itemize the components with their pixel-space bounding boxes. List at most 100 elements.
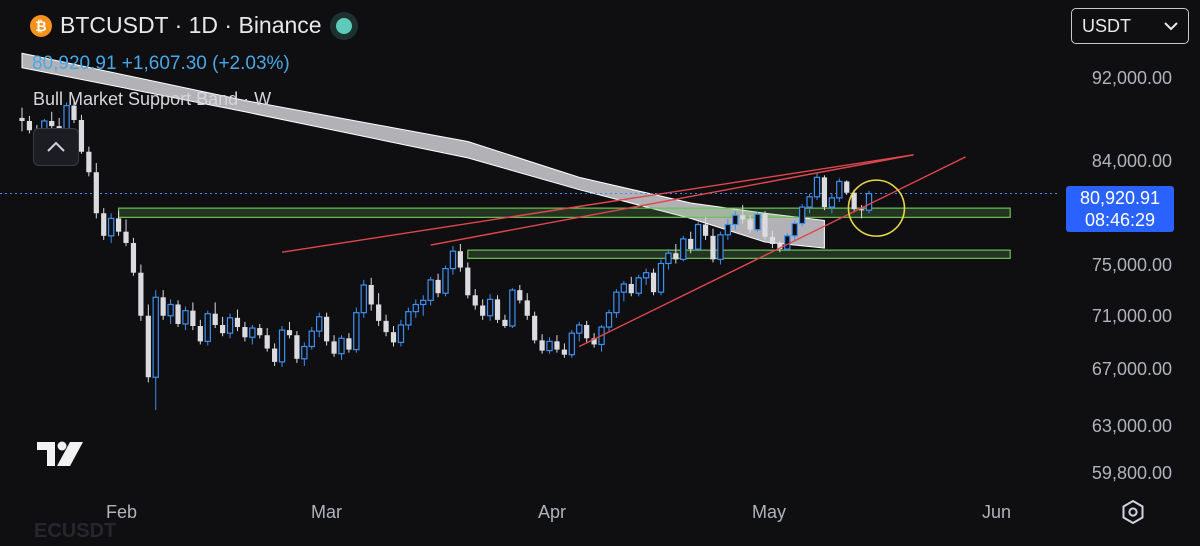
- candle: [844, 181, 850, 193]
- candle: [865, 192, 873, 211]
- support-band: [21, 52, 825, 249]
- candle: [791, 222, 798, 237]
- candle: [308, 330, 315, 348]
- candle: [710, 235, 716, 260]
- y-axis-label: 67,000.00: [1091, 359, 1172, 379]
- candle: [123, 231, 129, 243]
- candle: [628, 283, 634, 294]
- candle: [486, 298, 494, 317]
- candle: [175, 304, 181, 324]
- candle: [442, 268, 449, 294]
- y-axis-label: 75,000.00: [1091, 255, 1172, 275]
- support-zone-upper: [117, 207, 1011, 218]
- y-axis-label: 71,000.00: [1091, 306, 1172, 326]
- candle: [576, 324, 583, 334]
- candle: [19, 117, 25, 121]
- candle: [546, 340, 553, 352]
- highlight-circle: [847, 179, 906, 237]
- candle: [130, 242, 137, 273]
- indicator-label[interactable]: Bull Market Support Band · W: [33, 89, 272, 109]
- candle: [286, 330, 293, 336]
- candle: [665, 252, 672, 265]
- candle: [412, 303, 419, 313]
- candle: [226, 317, 234, 334]
- candle: [167, 303, 174, 317]
- candle-countdown: 08:46:29: [1084, 210, 1156, 230]
- candle: [465, 267, 471, 296]
- candle: [747, 219, 753, 230]
- x-axis-label: Mar: [311, 502, 342, 522]
- x-axis-label: Feb: [106, 502, 138, 522]
- candle: [457, 251, 463, 268]
- candle: [502, 319, 508, 326]
- y-axis-label: 63,000.00: [1091, 416, 1172, 436]
- candle: [494, 299, 501, 320]
- candle: [613, 291, 620, 314]
- candle: [93, 172, 99, 214]
- price-change-line: 80,920.91 +1,607.30 (+2.03%): [32, 53, 290, 74]
- candle: [242, 327, 248, 338]
- candle: [702, 224, 709, 236]
- candle: [383, 320, 389, 333]
- candle: [368, 285, 374, 305]
- candle: [680, 238, 687, 260]
- candle: [821, 177, 828, 208]
- candle: [397, 324, 405, 344]
- candle: [249, 327, 256, 338]
- partial-symbol-label: ECUSDT: [34, 520, 117, 542]
- candle: [813, 176, 821, 198]
- candle: [316, 316, 323, 332]
- tradingview-logo-icon[interactable]: [37, 440, 85, 468]
- y-axis-label: 92,000.00: [1091, 68, 1172, 88]
- candle: [152, 296, 159, 378]
- settings-icon[interactable]: [1120, 499, 1146, 525]
- candle: [568, 332, 576, 356]
- x-axis-label: May: [752, 502, 787, 522]
- candle: [182, 310, 189, 325]
- candle: [346, 338, 352, 350]
- candle: [331, 341, 337, 354]
- currency-dropdown[interactable]: USDT: [1071, 8, 1189, 44]
- candle: [264, 335, 270, 349]
- candle: [828, 197, 836, 208]
- candle: [740, 215, 746, 220]
- candle: [204, 313, 211, 342]
- candle: [694, 223, 702, 250]
- collapse-chevron-icon: [47, 141, 65, 152]
- candle: [769, 236, 776, 244]
- symbol-title[interactable]: BTCUSDT · 1D · Binance: [60, 12, 322, 38]
- x-axis-label: Jun: [982, 502, 1012, 522]
- candle: [49, 121, 55, 127]
- candle: [561, 349, 567, 355]
- upper-resistance-2: [430, 154, 914, 246]
- currency-label: USDT: [1082, 15, 1131, 36]
- chart-header: ₿ BTCUSDT · 1D · Binance: [30, 12, 352, 39]
- candle: [650, 272, 657, 293]
- candle: [257, 328, 263, 336]
- candle: [272, 348, 278, 362]
- collapse-button[interactable]: [33, 128, 79, 166]
- market-status-icon: [335, 17, 352, 34]
- current-price-tag: 80,920.91 08:46:29: [1066, 186, 1174, 232]
- candle: [605, 312, 613, 328]
- candle: [724, 223, 732, 236]
- candle: [717, 234, 724, 260]
- candle: [798, 206, 806, 225]
- candle: [642, 272, 650, 279]
- candle: [390, 332, 397, 343]
- candle: [301, 345, 308, 360]
- lower-support: [578, 156, 966, 348]
- candle: [160, 297, 166, 316]
- candle: [657, 262, 665, 293]
- candle: [635, 277, 642, 294]
- candle: [220, 324, 226, 334]
- y-axis-label: 59,800.00: [1091, 463, 1172, 483]
- candle: [278, 329, 286, 363]
- candle: [71, 105, 77, 120]
- candle: [420, 299, 427, 306]
- dropdown-chevron-icon: [1164, 21, 1178, 30]
- candle: [620, 283, 628, 293]
- candle: [190, 310, 196, 326]
- candle: [324, 316, 330, 342]
